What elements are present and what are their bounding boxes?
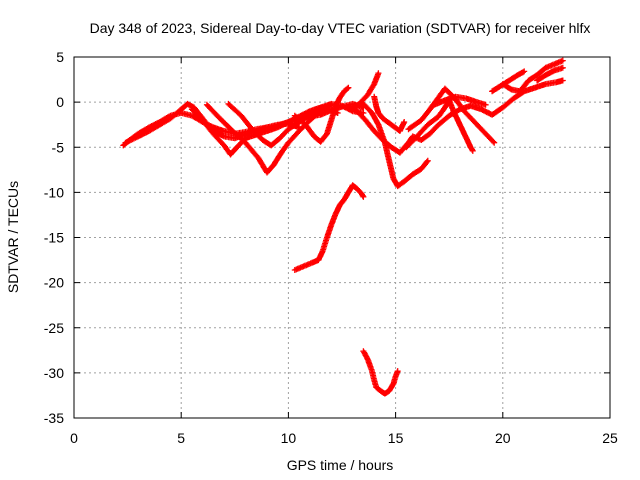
series-track-15 <box>499 57 566 95</box>
y-tick-label: -20 <box>44 275 64 291</box>
data-series <box>120 57 566 397</box>
y-tick-label: 5 <box>56 49 64 65</box>
series-markers <box>534 64 566 84</box>
series-track-12 <box>405 85 498 146</box>
series-track-6 <box>291 84 352 145</box>
series-markers <box>345 77 566 156</box>
y-tick-label: -15 <box>44 230 64 246</box>
chart-title: Day 348 of 2023, Sidereal Day-to-day VTE… <box>90 20 591 36</box>
series-track-13 <box>431 93 489 108</box>
axis-ticks: 0 5 10 15 20 25 5 0 -5 -10 -15 -20 -25 -30 -35 <box>44 49 618 446</box>
series-track-16 <box>534 64 566 84</box>
series-markers <box>203 101 335 176</box>
x-tick-label: 15 <box>388 430 404 446</box>
y-tick-label: 0 <box>56 94 64 110</box>
x-tick-label: 20 <box>495 430 511 446</box>
series-track-11 <box>403 97 476 154</box>
series-track-17 <box>291 182 367 273</box>
series-track-8 <box>345 77 566 156</box>
x-tick-label: 5 <box>177 430 185 446</box>
x-axis-label: GPS time / hours <box>287 457 394 473</box>
x-tick-label: 0 <box>70 430 78 446</box>
series-markers <box>360 100 431 190</box>
series-markers <box>291 182 367 273</box>
series-markers <box>431 93 489 108</box>
y-axis-label: SDTVAR / TECUs <box>5 181 21 293</box>
series-markers <box>403 97 476 154</box>
series-track-9 <box>360 100 431 190</box>
x-tick-label: 25 <box>602 430 618 446</box>
series-markers <box>499 57 566 95</box>
y-tick-label: -25 <box>44 320 64 336</box>
series-track-4 <box>203 101 335 176</box>
series-track-18 <box>360 348 401 397</box>
y-tick-label: -10 <box>44 184 64 200</box>
series-markers <box>371 93 408 134</box>
x-tick-label: 10 <box>281 430 297 446</box>
y-tick-label: -35 <box>44 410 64 426</box>
series-track-5 <box>225 100 341 149</box>
series-markers <box>225 100 341 149</box>
series-markers <box>360 348 401 397</box>
series-markers <box>405 85 498 146</box>
series-markers <box>291 84 352 145</box>
grid <box>74 57 610 418</box>
series-track-10 <box>371 93 408 134</box>
y-tick-label: -30 <box>44 365 64 381</box>
y-tick-label: -5 <box>52 139 65 155</box>
